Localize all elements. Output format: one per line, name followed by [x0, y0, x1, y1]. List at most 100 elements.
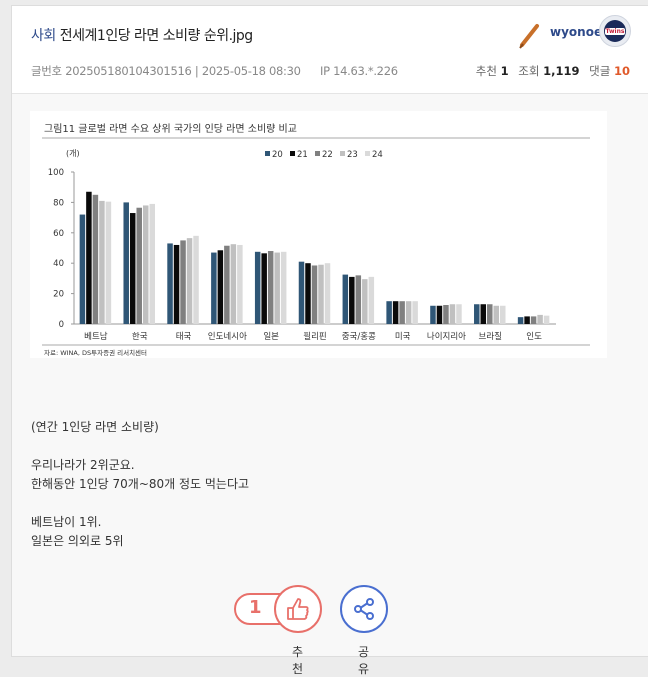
- bar-22-인도: [530, 316, 537, 324]
- blank-line: [31, 494, 249, 513]
- legend-label: 20: [272, 150, 283, 160]
- comments-count[interactable]: 10: [613, 64, 630, 78]
- legend-label: 24: [372, 150, 383, 160]
- baseball-bat-icon: [519, 24, 539, 49]
- bar-21-중국/홍콩: [349, 276, 355, 324]
- y-tick-label: 80: [53, 198, 64, 208]
- x-tick-label: 인도네시아: [208, 331, 247, 342]
- bar-23-태국: [186, 238, 193, 324]
- x-tick-label: 태국: [176, 332, 192, 342]
- author-name[interactable]: wyonoe: [550, 25, 603, 39]
- bar-23-나이지리아: [449, 304, 456, 324]
- bar-24-브라질: [500, 305, 506, 324]
- bar-21-한국: [129, 213, 136, 324]
- bar-20-미국: [386, 301, 392, 324]
- bar-21-태국: [173, 244, 180, 324]
- x-tick-label: 베트남: [84, 332, 108, 342]
- post-category[interactable]: 사회: [31, 28, 56, 44]
- views-count: 1,119: [543, 64, 580, 78]
- bar-21-일본: [261, 253, 267, 324]
- bar-21-브라질: [480, 304, 487, 324]
- post-image-chart: 그림11 글로벌 라면 수요 상위 국가의 인당 라면 소비량 비교 (개) 0 20…: [30, 111, 607, 358]
- bar-24-나이지리아: [456, 304, 462, 324]
- bar-21-베트남: [86, 191, 92, 324]
- bar-20-한국: [123, 202, 129, 324]
- bar-23-인도: [537, 314, 543, 324]
- legend-swatch-22: [315, 151, 320, 156]
- bar-20-나이지리아: [430, 305, 436, 324]
- y-tick-label: 0: [59, 320, 64, 330]
- legend-label: 23: [347, 150, 358, 160]
- x-tick-label: 브라질: [479, 331, 502, 342]
- comments-label: 댓글: [589, 64, 611, 78]
- body-line: 한해동안 1인당 70개~80개 정도 먹는다고: [31, 477, 250, 491]
- body-line: (연간 1인당 라면 소비량): [31, 420, 159, 434]
- bar-20-인도: [517, 317, 524, 324]
- post-id-label: 글번호: [31, 64, 62, 78]
- legend-swatch-23: [340, 151, 345, 156]
- bar-22-한국: [136, 207, 142, 324]
- x-tick-label: 미국: [395, 332, 411, 342]
- post-card: 사회 전세계1인당 라면 소비량 순위.jpg 글번호 2025051801043…: [11, 5, 648, 676]
- share-button[interactable]: [340, 585, 388, 633]
- y-tick-label: 20: [53, 290, 64, 300]
- bar-24-중국/홍콩: [368, 276, 375, 324]
- thumbs-up-icon: [287, 598, 309, 620]
- like-button[interactable]: [274, 585, 322, 633]
- post-id: 202505180104301516: [65, 64, 192, 78]
- bar-20-브라질: [474, 304, 480, 324]
- x-tick-label: 일본: [263, 332, 279, 342]
- bar-20-인도네시아: [211, 252, 217, 324]
- bar-21-필리핀: [305, 263, 311, 324]
- bar-20-필리핀: [298, 261, 305, 324]
- bar-22-일본: [267, 251, 274, 324]
- legend-swatch-21: [290, 151, 295, 156]
- like-count: 1: [249, 597, 262, 618]
- bar-23-한국: [142, 205, 149, 324]
- bar-21-인도네시아: [217, 250, 224, 324]
- bar-22-나이지리아: [443, 305, 449, 324]
- bar-22-필리핀: [311, 265, 318, 324]
- body-line: 일본은 의외로 5위: [31, 534, 124, 548]
- post-ip: IP 14.63.*.226: [320, 64, 398, 78]
- avatar[interactable]: Twins: [599, 15, 631, 47]
- bar-21-나이지리아: [436, 305, 443, 324]
- bar-23-베트남: [99, 200, 105, 324]
- bar-23-필리핀: [318, 264, 324, 324]
- post-header: 사회 전세계1인당 라면 소비량 순위.jpg 글번호 2025051801043…: [12, 6, 648, 94]
- bar-20-베트남: [79, 214, 86, 324]
- x-tick-label: 중국/홍콩: [342, 331, 376, 342]
- x-tick-label: 한국: [132, 332, 148, 342]
- post-datetime: 2025-05-18 08:30: [201, 64, 301, 78]
- body-line: 베트남이 1위.: [31, 515, 102, 529]
- recommend-label: 추천: [475, 64, 497, 78]
- bar-22-미국: [399, 301, 405, 324]
- bar-24-일본: [280, 251, 287, 324]
- share-label: 공유: [358, 645, 370, 676]
- bar-22-태국: [180, 240, 186, 324]
- share-icon: [354, 598, 374, 620]
- y-axis-label: (개): [66, 148, 80, 158]
- bar-24-태국: [193, 235, 199, 324]
- like-label: 추천: [292, 645, 304, 676]
- bar-22-베트남: [92, 194, 99, 324]
- bar-22-중국/홍콩: [355, 275, 362, 324]
- bar-21-미국: [392, 301, 399, 324]
- bar-24-베트남: [105, 201, 112, 324]
- bar-20-중국/홍콩: [342, 274, 349, 324]
- chart-source: 자료: WINA, DS투자증권 리서치센터: [44, 348, 147, 357]
- blank-line: [31, 437, 249, 456]
- post-stats: 추천 1 조회 1,119 댓글 10: [476, 63, 630, 79]
- legend-label: 22: [322, 150, 333, 160]
- bar-24-한국: [149, 203, 155, 324]
- bar-23-일본: [274, 252, 280, 324]
- body-line: 우리나라가 2위군요.: [31, 458, 135, 472]
- legend-label: 21: [297, 150, 308, 160]
- x-tick-label: 나이지리아: [427, 331, 466, 342]
- bar-24-필리핀: [324, 263, 331, 324]
- bar-20-태국: [167, 243, 173, 324]
- x-tick-label: 인도: [526, 331, 542, 342]
- legend-swatch-24: [365, 151, 370, 156]
- bar-23-중국/홍콩: [362, 279, 368, 324]
- bar-24-인도: [543, 315, 550, 324]
